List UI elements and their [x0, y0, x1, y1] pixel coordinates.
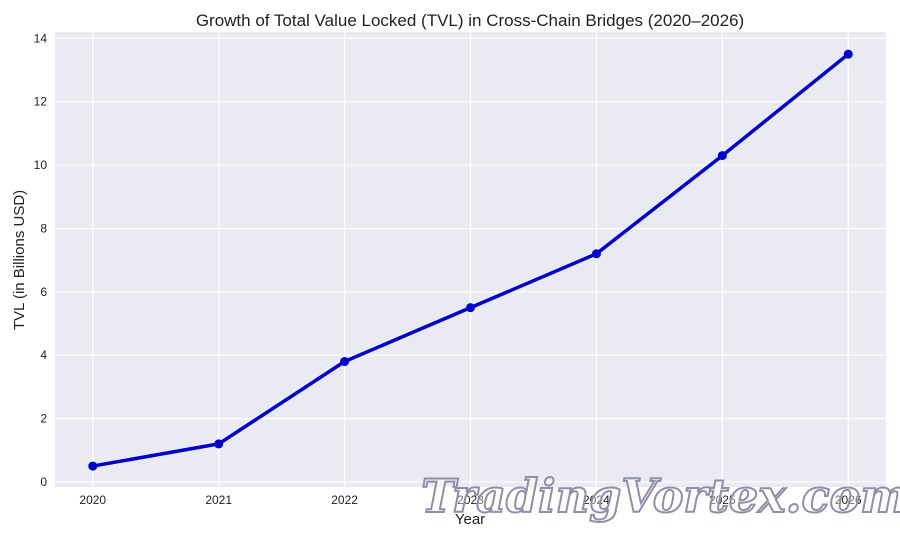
x-tick-label: 2024	[583, 493, 610, 507]
y-tick-label: 12	[34, 95, 48, 109]
data-point	[214, 439, 224, 449]
data-point	[88, 461, 98, 471]
y-tick-label: 8	[40, 221, 47, 235]
data-point	[591, 249, 601, 259]
y-tick-label: 4	[40, 348, 47, 362]
chart-title: Growth of Total Value Locked (TVL) in Cr…	[196, 11, 744, 30]
x-tick-label: 2020	[79, 493, 106, 507]
data-point	[340, 357, 350, 367]
x-tick-label: 2025	[709, 493, 736, 507]
y-tick-label: 14	[34, 31, 48, 45]
x-tick-label: 2026	[835, 493, 862, 507]
watermark-logo: TradingVortex.com	[421, 469, 900, 523]
y-tick-label: 6	[40, 285, 47, 299]
y-tick-label: 10	[34, 158, 48, 172]
data-point	[717, 151, 727, 161]
x-axis-label: Year	[455, 511, 485, 528]
x-tick-label: 2023	[457, 493, 484, 507]
y-tick-label: 0	[40, 475, 47, 489]
y-axis-label: TVL (in Billions USD)	[11, 190, 28, 330]
data-point	[466, 303, 475, 313]
x-tick-label: 2022	[331, 493, 358, 507]
data-point	[843, 49, 853, 59]
y-tick-label: 2	[40, 412, 47, 426]
x-tick-label: 2021	[205, 493, 232, 507]
